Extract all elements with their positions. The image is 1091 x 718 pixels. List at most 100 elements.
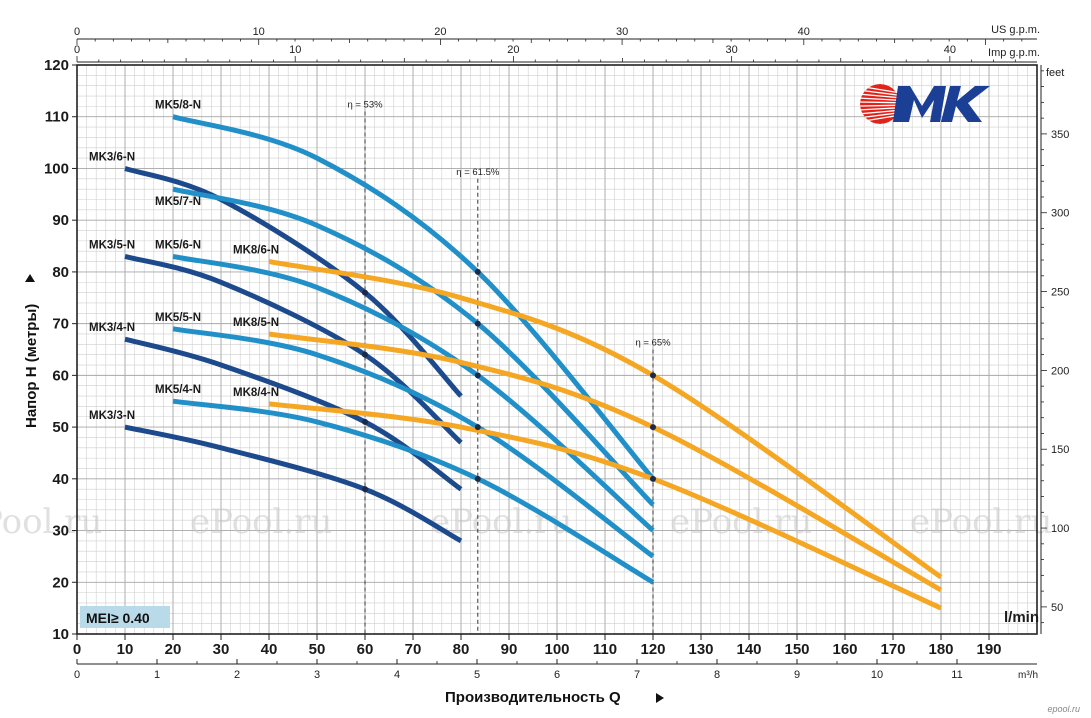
x-tick-label: 0 — [73, 641, 81, 658]
imp-gpm-tick-label: 10 — [289, 44, 301, 56]
m3h-tick-label: 0 — [74, 669, 80, 681]
x-tick-label: 80 — [453, 641, 470, 658]
mei-badge-bg — [80, 606, 170, 628]
x-tick-label: 190 — [976, 641, 1001, 658]
efficiency-point — [362, 486, 368, 493]
m3h-tick-label: 11 — [951, 669, 962, 681]
feet-tick-label: 150 — [1051, 444, 1069, 456]
logo-letter-k — [941, 86, 990, 122]
y-tick-label: 50 — [52, 419, 69, 436]
feet-tick-label: 100 — [1051, 523, 1069, 535]
efficiency-point — [362, 351, 368, 358]
us-gpm-tick-label: 30 — [616, 26, 628, 38]
top-axis-imp-label: Imp g.p.m. — [988, 47, 1040, 59]
curve-label: MK5/6-N — [155, 239, 201, 251]
x-tick-label: 110 — [593, 641, 617, 658]
y-tick-label: 100 — [44, 160, 69, 177]
x-tick-label: 70 — [405, 641, 422, 658]
curve-label: MK5/8-N — [155, 100, 201, 112]
curve-mk5-6-n — [172, 253, 655, 533]
m3h-tick-label: 2 — [234, 669, 240, 681]
watermark-text: ePool.ru — [0, 502, 102, 542]
feet-tick-label: 50 — [1051, 602, 1063, 614]
y-axis-title: Напор H (метры) — [23, 304, 40, 428]
y-tick-label: 90 — [52, 212, 69, 229]
curve-mk3-3-n — [124, 424, 463, 544]
efficiency-label: η = 53% — [347, 100, 383, 111]
mei-badge: MEI≥ 0.40 — [86, 610, 150, 626]
y-tick-label: 40 — [52, 471, 69, 488]
curve-label: MK3/3-N — [89, 410, 135, 422]
us-gpm-tick-label: 40 — [798, 26, 810, 38]
efficiency-point — [650, 475, 656, 482]
x-tick-label: 30 — [213, 641, 230, 658]
x-tick-label: 180 — [928, 641, 953, 658]
curve-mk8-4-n — [268, 401, 943, 611]
y-tick-label: 10 — [52, 626, 69, 643]
feet-tick-label: 350 — [1051, 129, 1069, 141]
m3h-tick-label: 7 — [634, 669, 640, 681]
efficiency-point — [474, 475, 481, 482]
y-tick-label: 20 — [52, 574, 69, 591]
m3h-tick-label: 3 — [314, 669, 320, 681]
x-tick-label: 90 — [501, 641, 518, 658]
x-tick-label: 20 — [165, 641, 182, 658]
curve-label: MK3/5-N — [89, 239, 135, 251]
axes-layer: 0 10 20 30 40 50 60 70 80 90 100 110 120 130 140 150 160… — [44, 26, 1069, 681]
logo-stripe — [860, 104, 900, 107]
curve-label: MK5/7-N — [155, 196, 201, 208]
curve-mk3-5-n — [124, 253, 463, 445]
x-axis-title: Производительность Q — [445, 689, 621, 706]
site-mark: epool.ru — [1047, 704, 1080, 714]
x-tick-label: 100 — [544, 641, 569, 658]
us-gpm-tick-label: 0 — [74, 26, 80, 38]
curve-mk5-4-n — [172, 398, 655, 585]
x-unit-main: l/min — [1004, 609, 1039, 626]
x-tick-label: 50 — [309, 641, 326, 658]
curve-label: MK5/5-N — [155, 312, 201, 324]
efficiency-point — [474, 320, 481, 327]
efficiency-label: η = 61.5% — [456, 167, 500, 178]
m3h-tick-label: 8 — [714, 669, 720, 681]
us-gpm-tick-label: 10 — [253, 26, 265, 38]
curve-mk8-5-n — [268, 331, 943, 593]
curve-label: MK3/4-N — [89, 322, 135, 334]
imp-gpm-tick-label: 30 — [726, 44, 738, 56]
feet-tick-label: 300 — [1051, 208, 1069, 220]
m3h-tick-label: 5 — [474, 669, 480, 681]
y-tick-label: 30 — [52, 523, 69, 540]
brand-logo — [860, 84, 990, 124]
x-tick-label: 170 — [880, 641, 905, 658]
logo-stripe — [860, 101, 900, 104]
y-axis-arrow-icon — [25, 274, 35, 282]
m3h-tick-label: 10 — [871, 669, 883, 681]
curve-mk5-5-n — [172, 326, 655, 559]
logo-letter-m — [893, 86, 946, 122]
watermark-text: ePool.ru — [190, 502, 332, 542]
efficiency-point — [474, 268, 481, 275]
m3h-tick-label: 9 — [794, 669, 800, 681]
feet-tick-label: 200 — [1051, 365, 1069, 377]
x-tick-label: 40 — [261, 641, 278, 658]
y-tick-label: 70 — [52, 316, 69, 333]
logo-stripe — [860, 89, 900, 97]
imp-gpm-tick-label: 20 — [507, 44, 519, 56]
curve-mk8-6-n — [268, 259, 943, 580]
curve-label: MK8/4-N — [233, 387, 279, 399]
efficiency-points — [362, 268, 656, 493]
x-tick-label: 160 — [832, 641, 857, 658]
y-tick-label: 120 — [44, 57, 69, 74]
us-gpm-tick-label: 20 — [434, 26, 446, 38]
m3h-tick-label: 6 — [554, 669, 560, 681]
efficiency-point — [474, 372, 481, 379]
logo-sphere-icon — [860, 84, 900, 124]
curve-label: MK8/5-N — [233, 317, 279, 329]
efficiency-label: η = 65% — [635, 338, 671, 349]
m3h-tick-label: 4 — [394, 669, 400, 681]
logo-stripe — [860, 97, 900, 102]
right-axis-unit: feet — [1046, 67, 1064, 79]
efficiency-point — [362, 418, 368, 425]
grid — [76, 64, 1038, 635]
